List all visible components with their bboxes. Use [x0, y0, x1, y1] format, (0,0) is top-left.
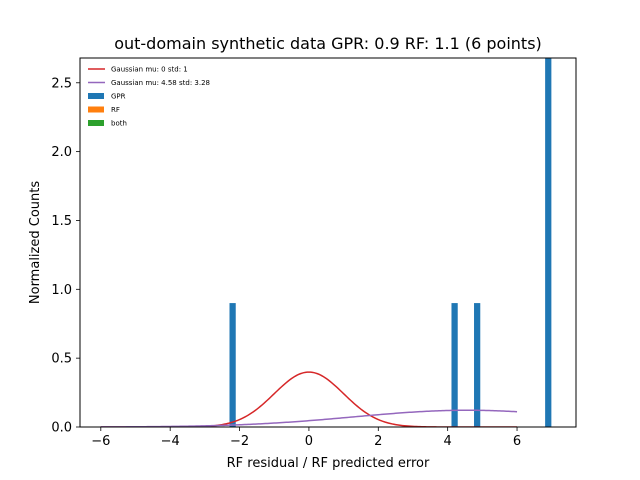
x-tick-label: 2 — [374, 434, 382, 449]
gpr-bar — [451, 303, 458, 427]
x-tick-label: −4 — [161, 434, 180, 449]
y-tick-label: 1.5 — [51, 214, 72, 229]
x-tick-label: −2 — [230, 434, 249, 449]
y-tick-label: 0.5 — [51, 352, 72, 367]
y-tick-label: 2.5 — [51, 76, 72, 91]
bars-layer — [229, 58, 552, 427]
legend-patch-swatch — [88, 106, 104, 113]
legend-label: RF — [111, 106, 120, 114]
gpr-bar — [474, 303, 481, 427]
plot-frame — [79, 57, 577, 428]
x-tick-label: 0 — [305, 434, 313, 449]
x-axis: −6 −4 −2 0 2 4 6 — [91, 427, 521, 449]
gpr-bar — [545, 58, 552, 427]
plot-area — [79, 57, 577, 428]
x-tick-label: −6 — [91, 434, 110, 449]
y-tick-label: 1.0 — [51, 283, 72, 298]
legend-label: Gaussian mu: 0 std: 1 — [111, 66, 188, 74]
legend-label: both — [111, 120, 127, 128]
y-axis-label: Normalized Counts — [28, 181, 43, 304]
x-axis-label: RF residual / RF predicted error — [227, 456, 430, 471]
chart-title: out-domain synthetic data GPR: 0.9 RF: 1… — [114, 34, 542, 53]
x-tick-label: 4 — [444, 434, 452, 449]
legend-patch-swatch — [88, 120, 104, 126]
legend: Gaussian mu: 0 std: 1 Gaussian mu: 4.58 s… — [88, 66, 210, 128]
gaussian-fit-curve — [100, 409, 518, 427]
legend-label: GPR — [111, 93, 126, 101]
y-tick-label: 0.0 — [51, 421, 72, 436]
legend-patch-swatch — [88, 93, 104, 99]
y-tick-label: 2.0 — [51, 145, 72, 160]
gpr-bar — [229, 303, 236, 427]
x-tick-label: 6 — [513, 434, 521, 449]
legend-label: Gaussian mu: 4.58 std: 3.28 — [111, 79, 210, 87]
y-axis: 0.0 0.5 1.0 1.5 2.0 2.5 — [51, 76, 80, 436]
